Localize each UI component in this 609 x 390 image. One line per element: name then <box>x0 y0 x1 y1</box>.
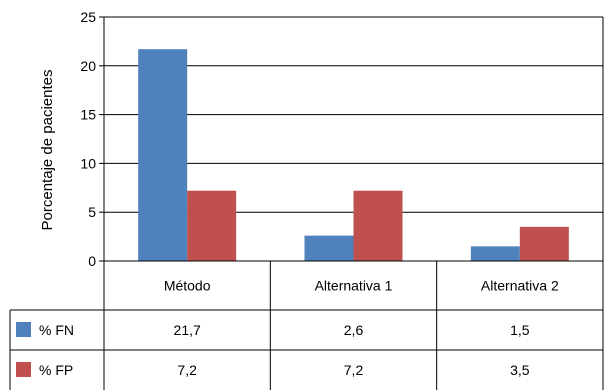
y-tick-labels: 0 5 10 15 20 25 <box>80 9 96 269</box>
legend-label: % FP <box>39 362 73 378</box>
data-value-label: 1,5 <box>510 322 530 338</box>
data-value-label: 2,6 <box>344 322 364 338</box>
category-label: Alternativa 2 <box>481 278 559 294</box>
y-tick-label: 25 <box>80 9 96 25</box>
data-table: Método Alternativa 1 Alternativa 2 % FN 21,7… <box>9 17 604 390</box>
bars <box>138 49 569 261</box>
data-value-label: 3,5 <box>510 362 530 378</box>
y-tick-label: 15 <box>80 107 96 123</box>
category-label: Método <box>164 278 211 294</box>
bar <box>187 190 237 261</box>
data-value-label: 7,2 <box>344 362 364 378</box>
legend-swatch <box>16 362 31 377</box>
category-label: Alternativa 1 <box>315 278 393 294</box>
y-tick-label: 20 <box>80 58 96 74</box>
bar <box>138 49 188 261</box>
y-axis-label: Porcentaje de pacientes <box>39 70 56 231</box>
bar <box>304 235 354 261</box>
legend-swatch <box>16 322 31 337</box>
data-value-label: 7,2 <box>177 362 197 378</box>
legend-label: % FN <box>39 322 74 338</box>
axes <box>99 16 105 390</box>
bar <box>519 226 569 261</box>
y-tick-label: 5 <box>88 204 96 220</box>
y-tick-label: 10 <box>80 155 96 171</box>
y-tick-label: 0 <box>88 253 96 269</box>
bar <box>353 190 403 261</box>
bar <box>470 246 520 261</box>
data-value-label: 21,7 <box>174 322 201 338</box>
